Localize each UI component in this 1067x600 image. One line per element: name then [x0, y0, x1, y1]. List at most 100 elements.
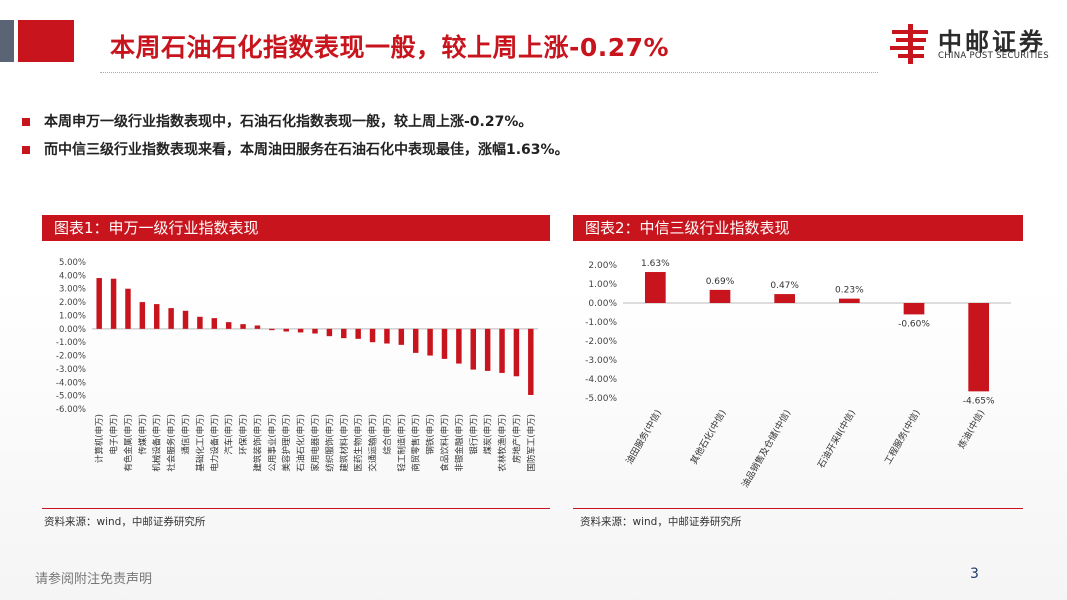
- chart1-bar: [326, 328, 333, 337]
- chart1-bar: [441, 328, 448, 359]
- chart1-category-label: 通信(申万): [181, 414, 192, 455]
- chart1-bar: [182, 310, 189, 329]
- chart1-bar: [470, 328, 476, 370]
- chart1-category-label: 建筑材料(申万): [339, 414, 350, 472]
- bullet-text: 本周申万一级行业指数表现中，石油石化指数表现一般，较上周上涨-0.27%。: [44, 114, 533, 130]
- chart1-ytick-label: 3.00%: [59, 285, 86, 295]
- title-divider: [100, 72, 878, 73]
- chart1-bar: [269, 328, 275, 331]
- bullet-item: 而中信三级行业指数表现来看，本周油田服务在石油石化中表现最佳，涨幅1.63%。: [22, 136, 569, 164]
- chart1-bar: [341, 328, 347, 339]
- chart2-bar: [903, 303, 925, 315]
- chart2-ytick-label: -1.00%: [585, 318, 617, 328]
- chart1-category-label: 建筑装饰(申万): [252, 414, 263, 472]
- chart2-ytick-label: -4.00%: [585, 375, 617, 385]
- chart1-bar: [96, 278, 102, 329]
- chart2-data-label: 1.63%: [641, 259, 670, 269]
- chart2-ytick-label: 0.00%: [588, 299, 617, 309]
- chart1-category-label: 环保(申万): [238, 414, 249, 455]
- chart1-bar: [499, 328, 505, 373]
- chart1-bar: [197, 316, 203, 329]
- chart1-category-label: 电子(申万): [109, 414, 120, 455]
- chart1-category-label: 公用事业(申万): [267, 414, 278, 472]
- chart1-bar: [355, 328, 361, 339]
- chart1-category-label: 电力设备(申万): [209, 414, 220, 472]
- chart1-ytick-label: 0.00%: [59, 325, 86, 335]
- chart1-ytick-label: 2.00%: [59, 298, 86, 308]
- chart2-ytick-label: -2.00%: [585, 337, 617, 347]
- chart1-category-label: 纺织服饰(申万): [324, 414, 335, 472]
- chart1-category-label: 综合(申万): [382, 414, 393, 455]
- header-accent-dark: [0, 20, 14, 62]
- chart2-title: 图表2：中信三级行业指数表现: [573, 215, 1023, 241]
- chart1-category-label: 食品饮料(申万): [439, 414, 450, 472]
- chart2-ytick-label: -3.00%: [585, 356, 617, 366]
- page-title: 本周石油石化指数表现一般，较上周上涨-0.27%: [110, 33, 670, 62]
- chart1-ytick-label: 1.00%: [59, 311, 86, 321]
- chart1-bar: [225, 322, 232, 329]
- chart1-bar: [513, 328, 520, 377]
- chart1-category-label: 房地产(申万): [511, 414, 522, 463]
- chart2-category-label: 炼油(中信): [955, 408, 987, 451]
- chart1-category-label: 机械设备(申万): [152, 414, 163, 472]
- chart1-category-label: 国防军工(申万): [526, 414, 537, 472]
- chart2-ytick-label: -5.00%: [585, 394, 617, 404]
- chart1-bar: [528, 328, 534, 395]
- chart1-title: 图表1：申万一级行业指数表现: [42, 215, 550, 241]
- chart1-category-label: 汽车(申万): [224, 414, 235, 455]
- chart1-category-label: 商贸零售(申万): [411, 414, 422, 472]
- chart2-bar: [968, 303, 990, 392]
- chart2-bottom-rule: [573, 508, 1023, 509]
- company-logo: 中邮证券 CHINA POST SECURITIES: [888, 22, 1058, 68]
- chart1-bar: [211, 318, 218, 329]
- chart1-category-label: 美容护理(申万): [281, 414, 292, 472]
- chart1-plot: 5.00% 4.00% 3.00% 2.00% 1.00% 0.00% -1.00% -2.0…: [56, 258, 538, 472]
- chart1-bar: [369, 328, 376, 343]
- chart1-ytick-label: -2.00%: [56, 352, 86, 362]
- chart1-ytick-label: -3.00%: [56, 365, 86, 375]
- chart1-ytick-label: -5.00%: [56, 392, 86, 402]
- chart1-bar: [154, 304, 160, 329]
- chart1-bar: [384, 328, 390, 344]
- chart2-category-label: 油田服务(中信): [623, 408, 664, 467]
- chart1-ytick-label: 4.00%: [59, 271, 86, 281]
- chart1-category-label: 煤炭(申万): [483, 414, 494, 455]
- chart2-bar: [709, 289, 731, 303]
- chart1-category-label: 轻工制造(申万): [396, 414, 407, 472]
- logo-english-name: CHINA POST SECURITIES: [938, 51, 1049, 61]
- bullet-item: 本周申万一级行业指数表现中，石油石化指数表现一般，较上周上涨-0.27%。: [22, 108, 569, 136]
- chart1-bar: [125, 288, 131, 329]
- page-number: 3: [970, 566, 979, 582]
- chart1-category-label: 有色金属(申万): [123, 414, 134, 472]
- chart2-plot: 2.00% 1.00% 0.00% -1.00% -2.00% -3.00% -4.00% -…: [585, 259, 1011, 490]
- chart1-category-label: 家用电器(申万): [310, 414, 321, 472]
- chart2-data-label: -0.60%: [898, 319, 930, 329]
- chart1-bar: [312, 328, 318, 334]
- chart1-category-label: 农林牧渔(申万): [497, 414, 508, 472]
- chart2-source: 资料来源：wind，中邮证券研究所: [580, 516, 742, 528]
- bullet-text: 而中信三级行业指数表现来看，本周油田服务在石油石化中表现最佳，涨幅1.63%。: [44, 142, 569, 158]
- chart1-category-label: 传媒(申万): [137, 414, 148, 455]
- chart1-category-label: 钢铁(申万): [425, 414, 436, 455]
- summary-bullets: 本周申万一级行业指数表现中，石油石化指数表现一般，较上周上涨-0.27%。 而中…: [22, 108, 569, 164]
- chart1-bar: [297, 328, 304, 333]
- chart2-category-label: 其他石化(中信): [688, 408, 729, 467]
- chart1-ytick-label: 5.00%: [59, 258, 86, 268]
- chart2-bar: [644, 272, 666, 303]
- chart1-bar: [427, 328, 433, 356]
- chart2-bar: [774, 294, 796, 303]
- chart2-bar: [838, 298, 860, 303]
- china-post-emblem-icon: [890, 24, 928, 64]
- chart2-data-label: 0.69%: [706, 277, 735, 287]
- chart1-bar: [139, 302, 146, 329]
- chart2-category-label: 工程服务(中信): [882, 408, 923, 467]
- chart1-category-label: 计算机(申万): [94, 414, 105, 463]
- chart1-bar: [283, 328, 289, 332]
- chart2-data-label: 0.47%: [770, 281, 799, 291]
- chart1-category-label: 非银金融(申万): [454, 414, 465, 472]
- header-accent-red: [18, 20, 74, 62]
- chart1-source: 资料来源：wind，中邮证券研究所: [44, 516, 206, 528]
- chart1-bar: [240, 324, 246, 329]
- chart1-ytick-label: -6.00%: [56, 405, 86, 415]
- footer-disclaimer: 请参阅附注免责声明: [35, 572, 153, 587]
